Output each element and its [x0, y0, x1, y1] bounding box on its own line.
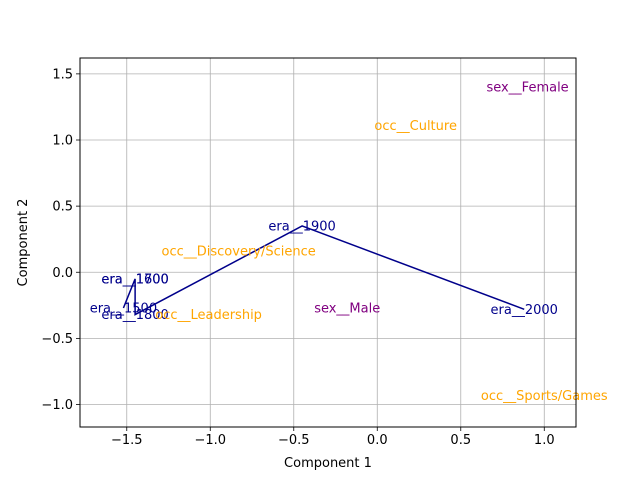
y-tick-label: 1.0	[52, 134, 73, 149]
point-label-occ-leadership: occ__Leadership	[155, 308, 262, 323]
y-tick-label: 1.5	[52, 67, 73, 82]
y-axis-ticks: −1.0 −0.5 0.0 0.5 1.0 1.5	[41, 67, 80, 413]
point-label-occ-culture: occ__Culture	[374, 119, 457, 134]
point-label-era-1500: era__1500	[90, 301, 157, 316]
point-label-occ-sports-games: occ__Sports/Games	[481, 389, 608, 404]
grid	[80, 58, 576, 427]
era-series-line	[122, 225, 525, 316]
x-tick-label: 1.0	[534, 433, 555, 448]
point-label-occ-discovery-science: occ__Discovery/Science	[162, 245, 316, 260]
point-label-era-1900: era__1900	[268, 219, 335, 234]
x-tick-label: −1.5	[111, 433, 143, 448]
x-tick-label: −1.0	[194, 433, 226, 448]
x-tick-label: 0.0	[367, 433, 388, 448]
point-label-era-1700: era__1700	[101, 272, 168, 287]
point-label-sex-female: sex__Female	[486, 81, 568, 96]
y-tick-label: 0.5	[52, 200, 73, 215]
point-label-sex-male: sex__Male	[314, 301, 380, 316]
x-axis-ticks: −1.5 −1.0 −0.5 0.0 0.5 1.0	[111, 427, 555, 448]
y-tick-label: 0.0	[52, 266, 73, 281]
y-tick-label: −1.0	[41, 398, 73, 413]
point-label-era-1600: era__1600	[101, 272, 168, 287]
y-tick-label: −0.5	[41, 332, 73, 347]
x-tick-label: −0.5	[278, 433, 310, 448]
point-label-era-1800: era__1800	[101, 308, 168, 323]
y-axis-label: Component 2	[16, 199, 31, 287]
era-path-layer	[122, 225, 525, 316]
x-tick-label: 0.5	[450, 433, 471, 448]
point-label-era-2000: era__2000	[491, 303, 558, 318]
plot-frame	[79, 57, 577, 428]
x-axis-label: Component 1	[284, 456, 372, 471]
